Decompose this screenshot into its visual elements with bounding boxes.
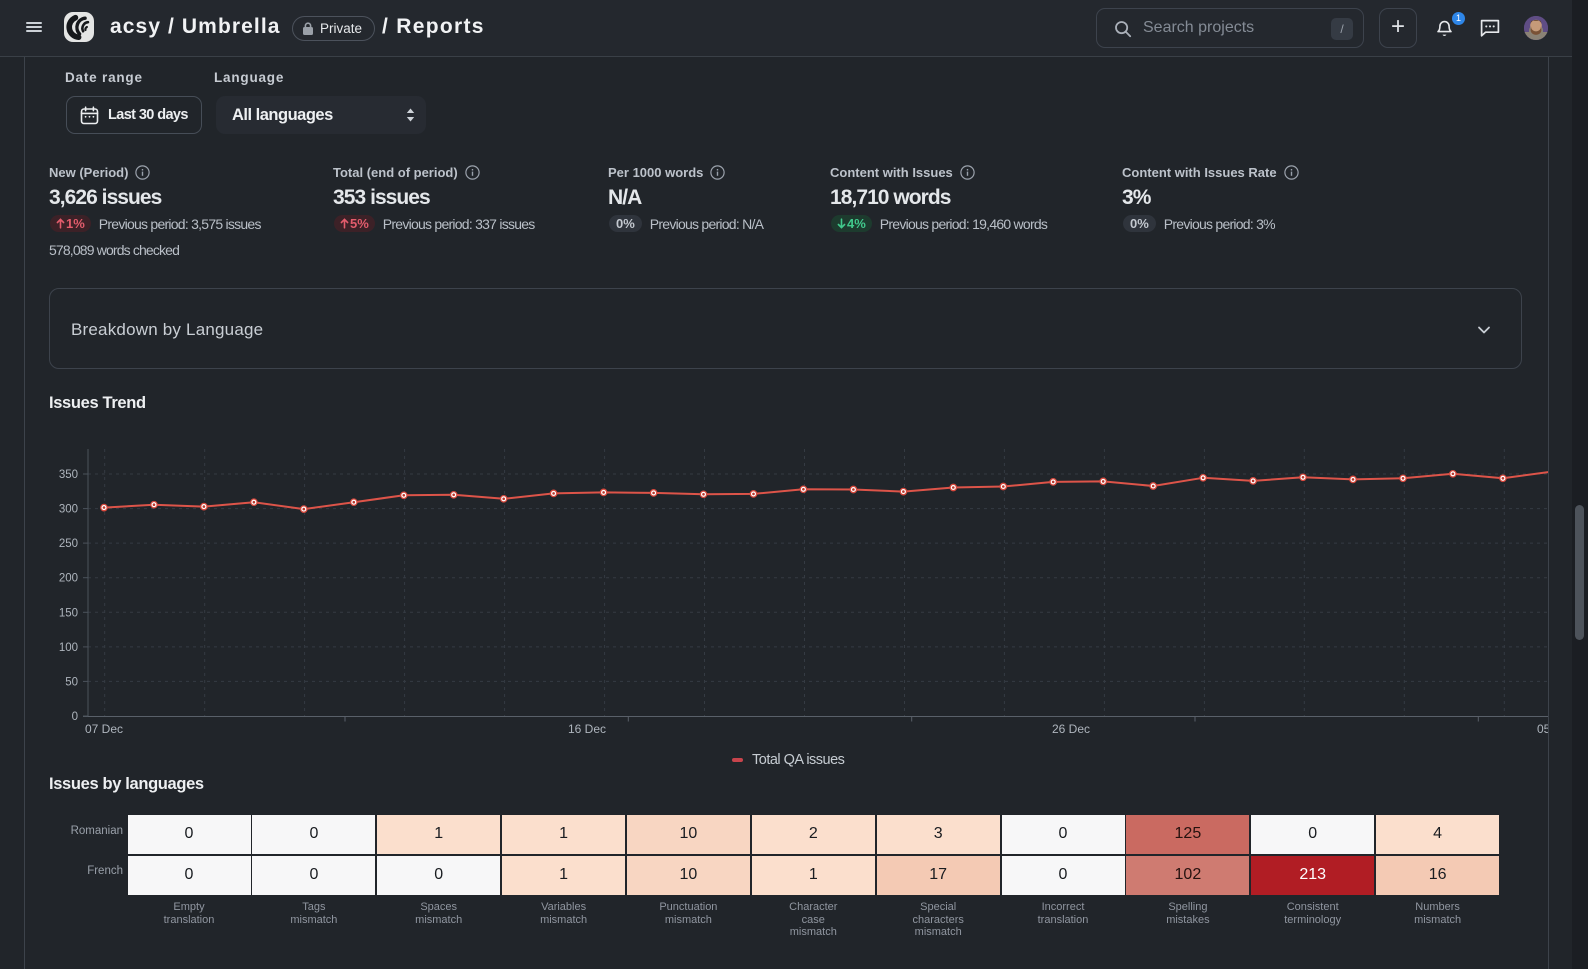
svg-text:300: 300 — [59, 504, 78, 516]
svg-text:150: 150 — [59, 607, 78, 619]
svg-text:200: 200 — [59, 573, 78, 585]
svg-text:16 Dec: 16 Dec — [568, 722, 606, 736]
svg-text:250: 250 — [59, 538, 78, 550]
svg-text:350: 350 — [59, 469, 78, 481]
svg-text:05 Jan: 05 Jan — [1537, 722, 1573, 736]
svg-text:50: 50 — [65, 676, 78, 688]
svg-text:07 Dec: 07 Dec — [85, 722, 123, 736]
svg-text:0: 0 — [72, 711, 78, 723]
svg-text:26 Dec: 26 Dec — [1052, 722, 1090, 736]
svg-text:100: 100 — [59, 642, 78, 654]
